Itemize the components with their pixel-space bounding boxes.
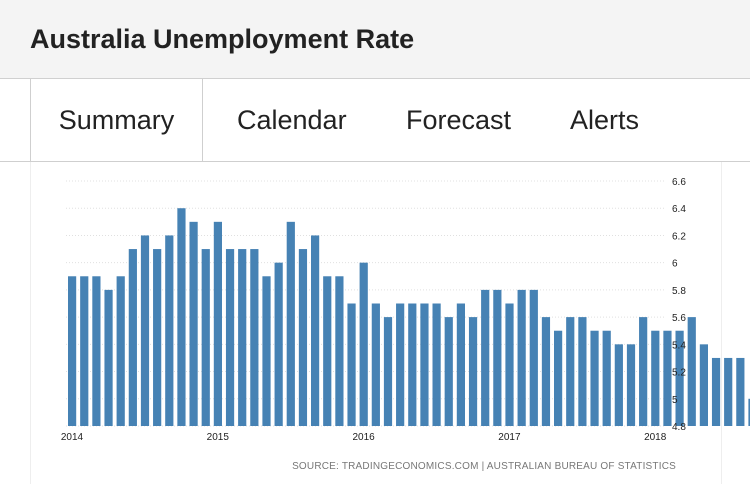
chart-bar <box>323 276 332 426</box>
y-tick-label: 6.4 <box>672 204 686 215</box>
chart-bar <box>505 303 514 426</box>
chart-bar <box>736 357 745 426</box>
x-tick-label: 2018 <box>644 432 667 443</box>
chart-bar <box>201 249 210 426</box>
chart-bar <box>420 303 429 426</box>
chart-bar <box>104 289 113 426</box>
tab-summary[interactable]: Summary <box>30 79 203 161</box>
chart-bar <box>529 289 538 426</box>
chart-bar <box>481 289 490 426</box>
chart-bar <box>128 249 137 426</box>
chart-bar <box>699 344 708 426</box>
y-tick-label: 5.8 <box>672 286 686 297</box>
chart-bar <box>517 289 526 426</box>
chart-bar <box>456 303 465 426</box>
chart-bar <box>311 235 320 426</box>
y-tick-label: 5.4 <box>672 340 686 351</box>
chart-bar <box>335 276 344 426</box>
chart-bar <box>92 276 101 426</box>
chart-bar <box>541 317 551 426</box>
chart-bar <box>432 303 441 426</box>
chart-bar <box>444 317 453 426</box>
chart-bar <box>602 330 611 426</box>
chart-bar <box>225 249 235 426</box>
chart-bar <box>359 262 368 426</box>
chart-bar <box>468 317 478 426</box>
chart-bar <box>286 221 295 426</box>
chart-bar <box>493 289 502 426</box>
chart-bar <box>651 330 660 426</box>
chart-bar <box>298 249 308 426</box>
chart-bar <box>153 249 162 426</box>
x-tick-label: 2016 <box>352 432 375 443</box>
y-tick-label: 6.2 <box>672 231 686 242</box>
chart-bar <box>80 276 89 426</box>
chart-bar <box>639 317 648 426</box>
chart-bars <box>68 208 750 426</box>
chart-bar <box>748 398 750 426</box>
chart-source: SOURCE: TRADINGECONOMICS.COM | AUSTRALIA… <box>292 461 676 472</box>
chart-bar <box>675 330 684 426</box>
chart-bar <box>165 235 174 426</box>
y-tick-label: 5.2 <box>672 368 686 379</box>
y-tick-label: 5 <box>672 395 678 406</box>
x-axis: 2014 2015 2016 2017 2018 <box>61 432 667 443</box>
chart-bar <box>711 357 721 426</box>
chart-bar <box>554 330 563 426</box>
chart-bar <box>238 249 247 426</box>
y-tick-label: 6.6 <box>672 177 686 188</box>
y-tick-label: 6 <box>672 259 678 270</box>
page-title: Australia Unemployment Rate <box>30 24 415 54</box>
tab-alerts[interactable]: Alerts <box>570 105 640 135</box>
chart-bar <box>590 330 599 426</box>
chart-panel: 6.6 6.4 6.2 6 5.8 5.6 5.4 5.2 5 4.8 2014 2015 2016 2… <box>30 162 750 484</box>
y-tick-label: 5.6 <box>672 313 686 324</box>
chart-bar <box>614 344 623 426</box>
chart-bar <box>274 262 283 426</box>
chart-bar <box>189 221 198 426</box>
chart-bar <box>116 276 125 426</box>
chart-bar <box>687 317 696 426</box>
x-tick-label: 2017 <box>498 432 521 443</box>
chart-bar <box>140 235 150 426</box>
y-axis: 6.6 6.4 6.2 6 5.8 5.6 5.4 5.2 5 4.8 <box>672 177 686 433</box>
chart-bar <box>663 330 672 426</box>
chart-bar <box>578 317 587 426</box>
x-tick-label: 2015 <box>207 432 230 443</box>
tab-forecast[interactable]: Forecast <box>406 105 512 135</box>
chart-bar <box>262 276 271 426</box>
chart-bar <box>213 221 222 426</box>
x-tick-label: 2014 <box>61 432 84 443</box>
chart-bar <box>626 344 636 426</box>
tab-bar: Summary Calendar Forecast Alerts <box>0 79 750 162</box>
tab-calendar[interactable]: Calendar <box>237 105 347 135</box>
chart-bar <box>347 303 356 426</box>
y-tick-label: 4.8 <box>672 422 686 433</box>
chart-bar <box>396 303 405 426</box>
app-header: Australia Unemployment Rate <box>0 0 750 79</box>
chart-bar <box>566 317 575 426</box>
chart-bar <box>177 208 186 426</box>
chart-bar <box>383 317 393 426</box>
chart-bar <box>250 249 259 426</box>
chart-bar <box>371 303 380 426</box>
chart-bar <box>408 303 417 426</box>
chart-bar <box>724 357 733 426</box>
chart-bar <box>68 276 77 426</box>
